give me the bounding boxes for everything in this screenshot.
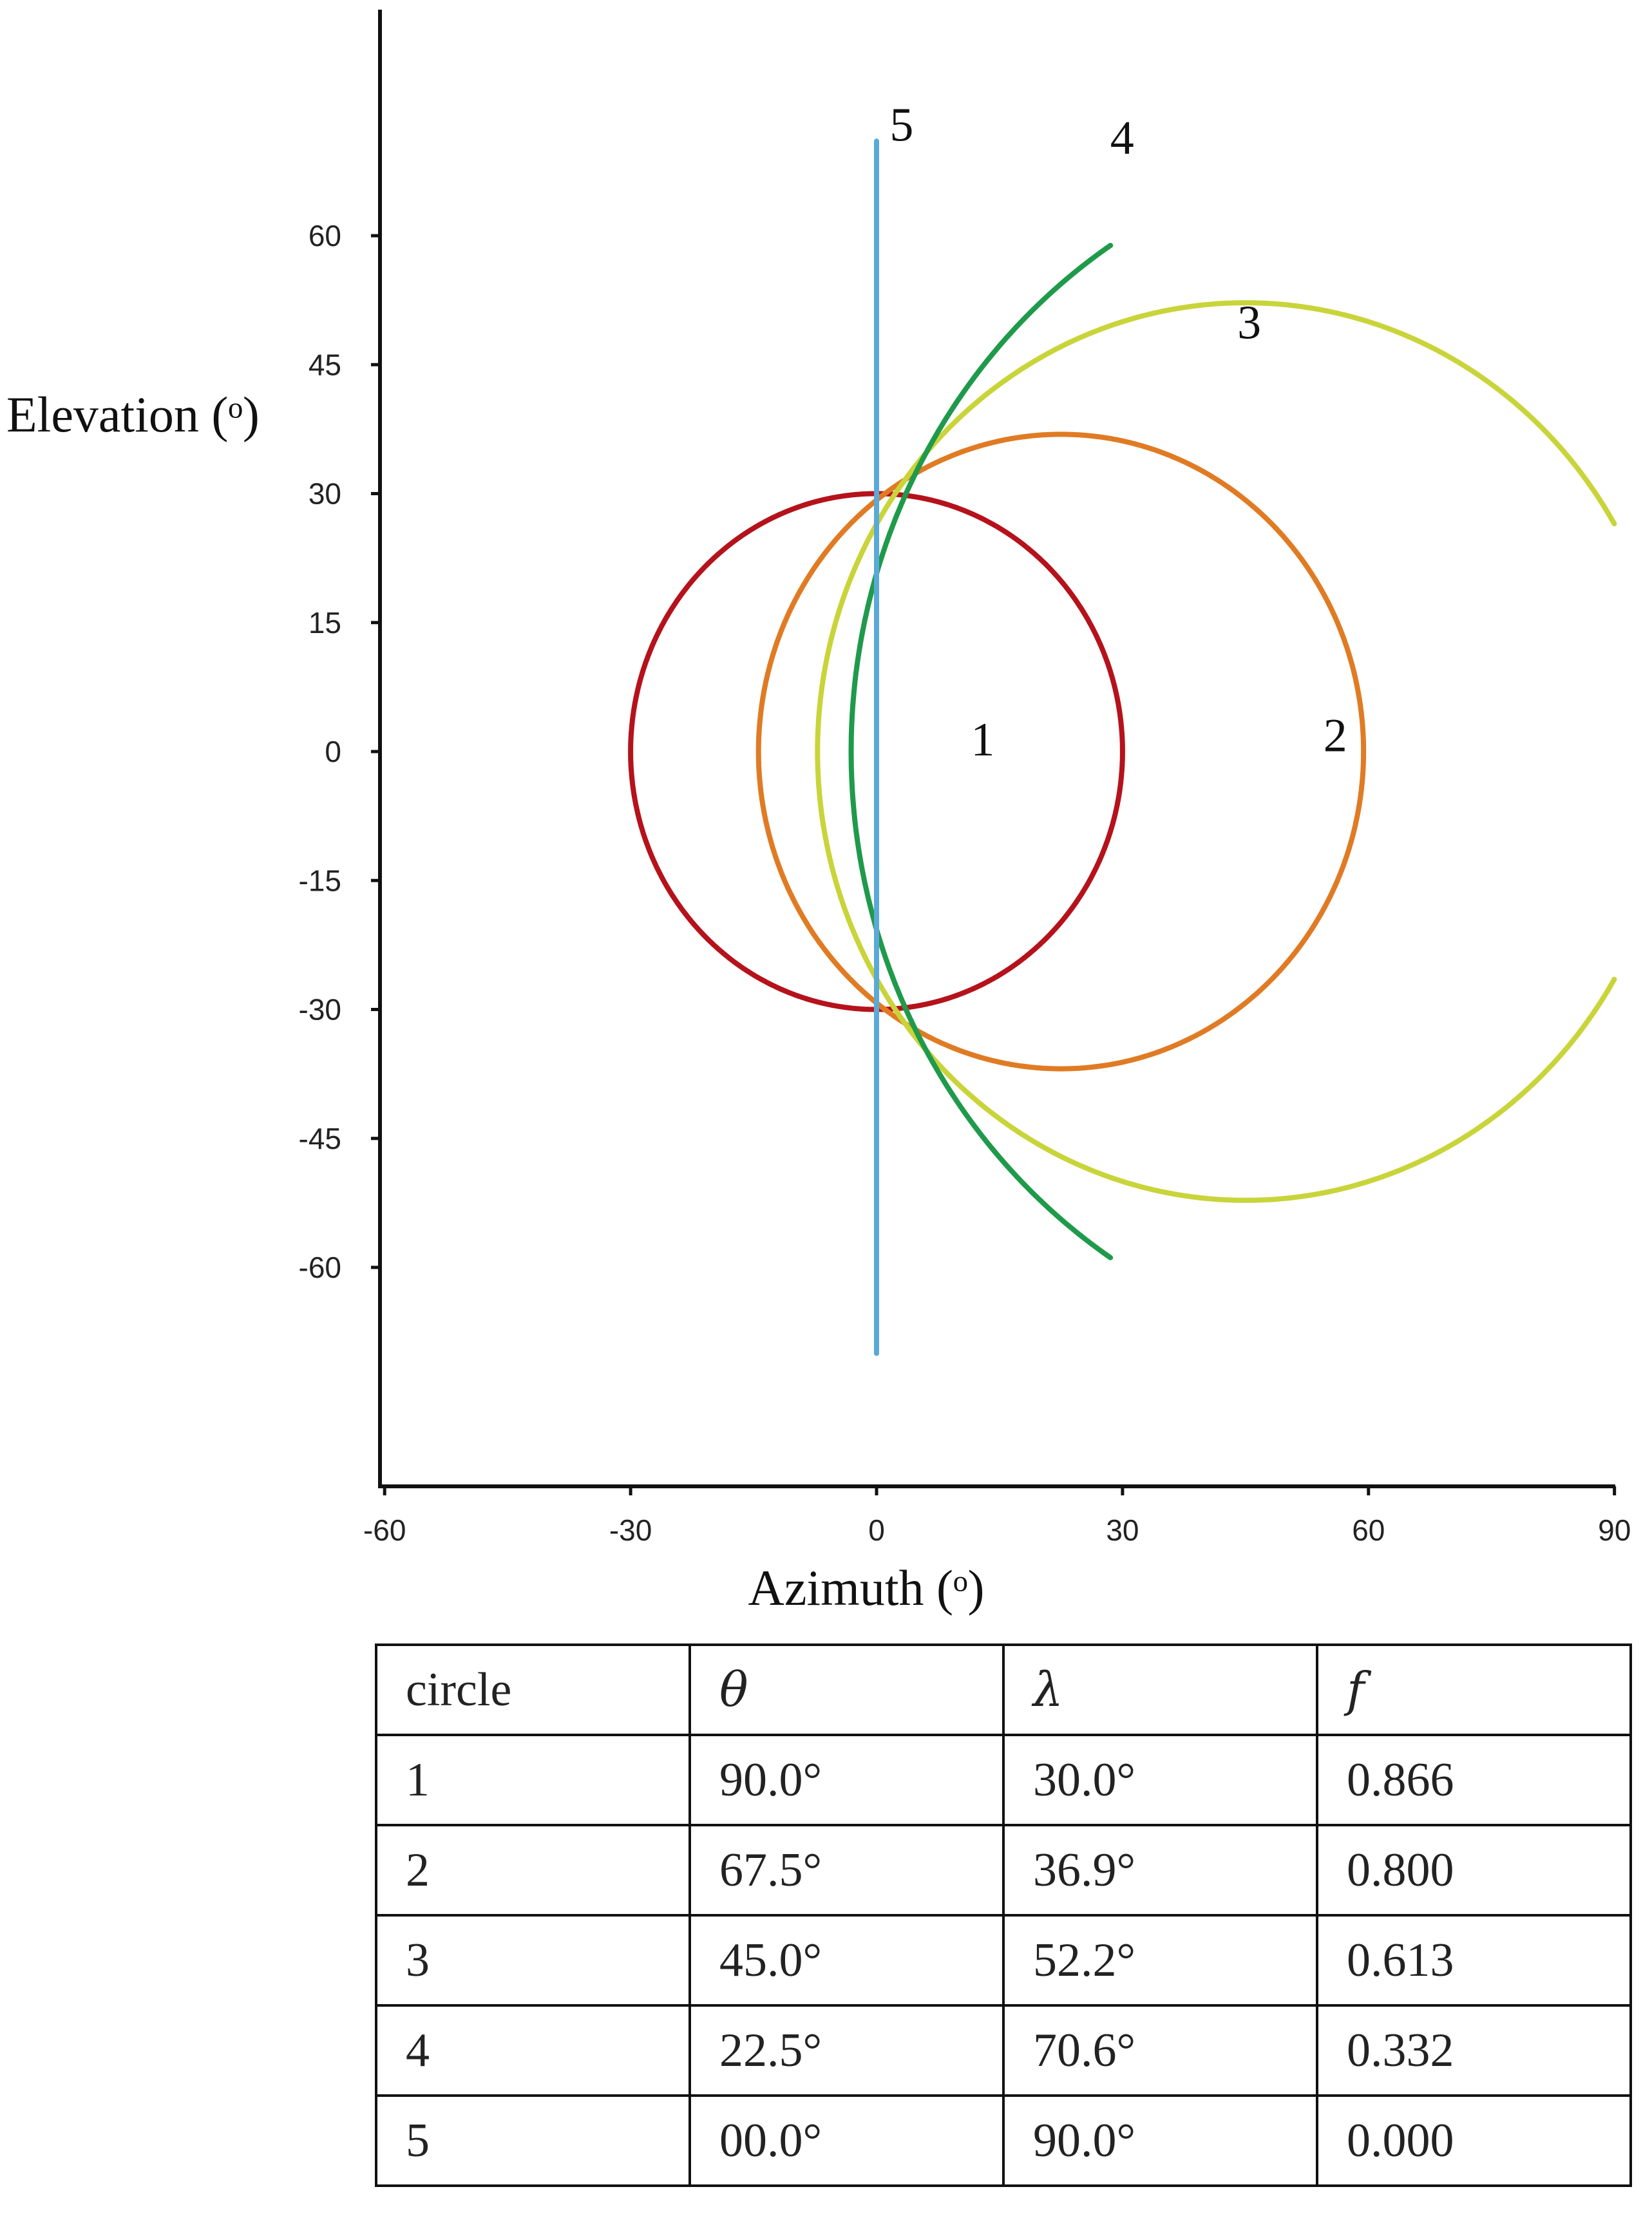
circle-2-curve: [755, 431, 1367, 1072]
curve-label-5: 5: [889, 99, 913, 151]
cell-lambda: 52.2°: [1002, 1914, 1318, 2007]
x-tick-label: -60: [363, 1513, 406, 1547]
table-row: 3 45.0° 52.2° 0.613: [375, 1914, 1632, 2007]
cell-theta: 67.5°: [688, 1824, 1005, 1917]
y-tick-label: 15: [309, 606, 341, 639]
y-tick-label: 30: [309, 477, 341, 511]
x-tick-label: 0: [868, 1513, 885, 1547]
axes: [378, 10, 1615, 1488]
curve-label-2: 2: [1324, 709, 1347, 762]
cell-f: 0.800: [1316, 1824, 1632, 1917]
cell-circle: 1: [375, 1734, 691, 1826]
cell-circle: 4: [375, 2004, 691, 2097]
y-tick-label: -30: [299, 993, 341, 1027]
y-tick-label: 60: [309, 219, 341, 252]
curve-label-1: 1: [971, 714, 994, 766]
y-tick-label: 0: [325, 735, 341, 768]
x-tick-label: 90: [1598, 1513, 1631, 1547]
y-axis-title: Elevation (ᵒ): [6, 386, 260, 442]
cell-theta: 90.0°: [688, 1734, 1005, 1826]
y-tick-label: -15: [299, 864, 341, 897]
cell-theta: 00.0°: [688, 2094, 1005, 2187]
cell-theta: 22.5°: [688, 2004, 1005, 2097]
cell-circle: 5: [375, 2094, 691, 2187]
curves-layer: [628, 138, 1617, 1356]
circle-4-curve: [848, 243, 1114, 1260]
cell-f: 0.866: [1316, 1734, 1632, 1826]
cell-circle: 2: [375, 1824, 691, 1917]
table-row: 4 22.5° 70.6° 0.332: [375, 2004, 1632, 2097]
y-tick-label: -45: [299, 1122, 341, 1155]
parameter-table: circle θ λ f 1 90.0° 30.0° 0.866 2 67.5°…: [375, 1643, 1632, 2187]
x-ticks: -60 -30 0 30 60 90: [363, 1486, 1631, 1547]
header-f: f: [1316, 1643, 1632, 1736]
cell-theta: 45.0°: [688, 1914, 1005, 2007]
cell-circle: 3: [375, 1914, 691, 2007]
x-tick-label: 60: [1352, 1513, 1385, 1547]
x-tick-label: -30: [609, 1513, 652, 1547]
cell-f: 0.000: [1316, 2094, 1632, 2187]
circle-labels: 1 2 3 4 5: [889, 99, 1347, 766]
header-lambda: λ: [1002, 1643, 1318, 1736]
table-row: 1 90.0° 30.0° 0.866: [375, 1734, 1632, 1826]
x-axis-title: Azimuth (ᵒ): [748, 1560, 985, 1616]
header-circle: circle: [375, 1643, 691, 1736]
table-row: 5 00.0° 90.0° 0.000: [375, 2094, 1632, 2187]
circle-3-curve: [815, 300, 1617, 1203]
cell-lambda: 36.9°: [1002, 1824, 1318, 1917]
curve-label-3: 3: [1237, 297, 1261, 350]
header-theta: θ: [688, 1643, 1005, 1736]
cell-f: 0.613: [1316, 1914, 1632, 2007]
table-header-row: circle θ λ f: [375, 1643, 1632, 1736]
x-tick-label: 30: [1106, 1513, 1139, 1547]
y-tick-label: -60: [299, 1251, 341, 1284]
circle-1-curve: [628, 491, 1125, 1012]
cell-f: 0.332: [1316, 2004, 1632, 2097]
cell-lambda: 30.0°: [1002, 1734, 1318, 1826]
y-ticks: 60 45 30 15 0 -15 -30 -45 -60: [299, 219, 380, 1284]
curve-label-4: 4: [1110, 111, 1134, 164]
cell-lambda: 90.0°: [1002, 2094, 1318, 2187]
y-tick-label: 45: [309, 348, 341, 381]
table-row: 2 67.5° 36.9° 0.800: [375, 1824, 1632, 1917]
cell-lambda: 70.6°: [1002, 2004, 1318, 2097]
